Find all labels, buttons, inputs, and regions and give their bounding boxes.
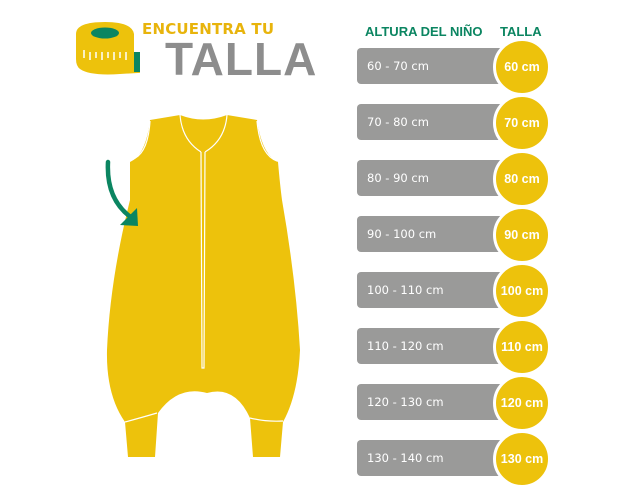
- height-range: 130 - 140 cm: [367, 451, 444, 465]
- height-range-bar: 120 - 130 cm: [357, 384, 507, 420]
- size-label: 90 cm: [504, 228, 540, 242]
- height-range: 80 - 90 cm: [367, 171, 429, 185]
- size-row: 110 - 120 cm 110 cm: [357, 318, 551, 384]
- size-label: 130 cm: [500, 452, 544, 466]
- height-range: 110 - 120 cm: [367, 339, 444, 353]
- size-badge: 70 cm: [493, 94, 551, 152]
- size-row: 70 - 80 cm 70 cm: [357, 94, 551, 160]
- header-line1: ENCUENTRA TU: [142, 20, 275, 38]
- size-label: 120 cm: [500, 396, 544, 410]
- size-row: 80 - 90 cm 80 cm: [357, 150, 551, 216]
- curved-arrow-icon: [105, 159, 135, 221]
- size-row: 120 - 130 cm 120 cm: [357, 374, 551, 440]
- height-range-bar: 110 - 120 cm: [357, 328, 507, 364]
- size-row: 90 - 100 cm 90 cm: [357, 206, 551, 272]
- size-label: 70 cm: [504, 116, 540, 130]
- height-range-bar: 70 - 80 cm: [357, 104, 507, 140]
- size-badge: 120 cm: [493, 374, 551, 432]
- size-label: 110 cm: [501, 340, 543, 354]
- height-range-bar: 60 - 70 cm: [357, 48, 507, 84]
- column-header-size: TALLA: [500, 24, 542, 39]
- size-label: 60 cm: [504, 60, 540, 74]
- column-header-height: ALTURA DEL NIÑO: [365, 24, 483, 39]
- size-row: 130 - 140 cm 130 cm: [357, 430, 551, 496]
- height-range: 90 - 100 cm: [367, 227, 437, 241]
- height-range-bar: 130 - 140 cm: [357, 440, 507, 476]
- sleep-sack-illustration: [105, 114, 300, 457]
- size-badge: 80 cm: [493, 150, 551, 208]
- size-badge: 90 cm: [493, 206, 551, 264]
- height-range-bar: 90 - 100 cm: [357, 216, 507, 252]
- height-range: 100 - 110 cm: [367, 283, 444, 297]
- height-range: 60 - 70 cm: [367, 59, 429, 73]
- size-label: 100 cm: [500, 284, 544, 298]
- height-range-bar: 100 - 110 cm: [357, 272, 507, 308]
- height-range-bar: 80 - 90 cm: [357, 160, 507, 196]
- size-row: 100 - 110 cm 100 cm: [357, 262, 551, 328]
- height-range: 70 - 80 cm: [367, 115, 429, 129]
- header-title: TALLA: [165, 33, 318, 85]
- size-badge: 60 cm: [493, 38, 551, 96]
- size-badge: 100 cm: [493, 262, 551, 320]
- measuring-tape-icon: [76, 22, 140, 75]
- size-badge: 130 cm: [493, 430, 551, 488]
- size-badge: 110 cm: [493, 318, 551, 376]
- size-row: 60 - 70 cm 60 cm: [357, 38, 551, 104]
- height-range: 120 - 130 cm: [367, 395, 444, 409]
- size-label: 80 cm: [504, 172, 540, 186]
